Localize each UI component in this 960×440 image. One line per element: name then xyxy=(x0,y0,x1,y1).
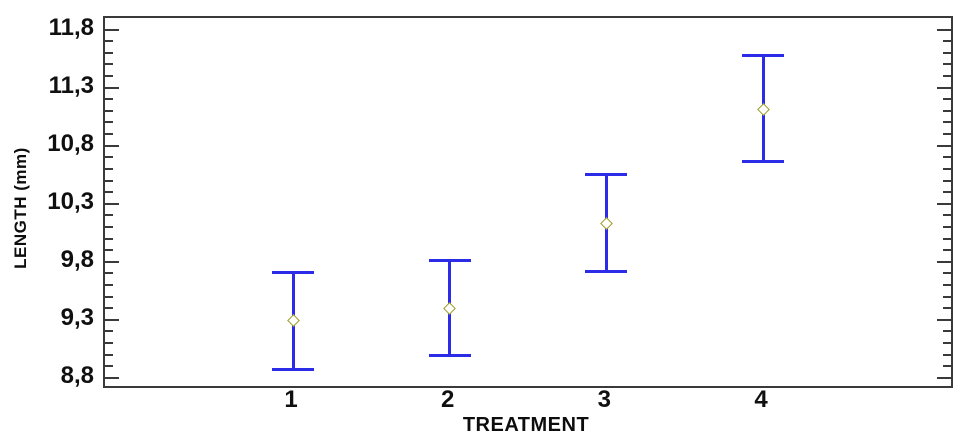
y-minor-tick-right xyxy=(943,191,951,194)
y-minor-tick-right xyxy=(943,179,951,182)
mean-marker-diamond xyxy=(286,314,300,328)
y-minor-tick-left xyxy=(105,40,113,43)
y-major-tick-right xyxy=(937,260,951,263)
y-tick-label: 9,8 xyxy=(60,245,94,273)
y-minor-tick-right xyxy=(943,284,951,286)
y-minor-tick-right xyxy=(943,225,951,228)
y-major-tick-left xyxy=(105,144,119,147)
y-minor-tick-left xyxy=(105,237,113,240)
y-major-tick-left xyxy=(105,202,119,205)
y-minor-tick-left xyxy=(105,156,113,159)
y-minor-tick-right xyxy=(943,330,951,333)
y-major-tick-right xyxy=(937,28,951,31)
y-minor-tick-right xyxy=(943,133,951,136)
y-minor-tick-right xyxy=(943,156,951,159)
y-minor-tick-right xyxy=(943,295,951,298)
y-minor-tick-left xyxy=(105,365,113,368)
y-minor-tick-right xyxy=(943,75,951,78)
y-minor-tick-left xyxy=(105,51,113,54)
y-minor-tick-left xyxy=(105,295,113,298)
y-minor-tick-left xyxy=(105,214,113,217)
y-minor-tick-right xyxy=(943,98,951,101)
y-tick-label: 11,3 xyxy=(48,71,94,99)
x-tick-label: 4 xyxy=(754,386,768,413)
y-minor-tick-left xyxy=(105,98,113,101)
y-minor-tick-left xyxy=(105,191,113,194)
error-bar-cap-top xyxy=(272,270,314,274)
y-minor-tick-left xyxy=(105,121,113,124)
y-major-tick-left xyxy=(105,260,119,263)
plot-area xyxy=(103,16,953,388)
x-tick-label: 1 xyxy=(284,386,298,413)
x-tick-label: 3 xyxy=(597,386,611,413)
y-minor-tick-right xyxy=(943,342,951,345)
x-axis-title: TREATMENT xyxy=(462,414,590,436)
y-tick-label: 11,8 xyxy=(48,13,94,41)
y-minor-tick-left xyxy=(105,307,113,310)
y-major-tick-left xyxy=(105,376,119,379)
mean-marker-diamond xyxy=(443,301,457,315)
y-minor-tick-left xyxy=(105,272,113,275)
y-minor-tick-left xyxy=(105,133,113,136)
mean-marker-diamond xyxy=(599,217,613,230)
y-minor-tick-right xyxy=(943,63,951,66)
y-minor-tick-right xyxy=(943,167,951,170)
y-minor-tick-left xyxy=(105,330,113,333)
y-minor-tick-left xyxy=(105,167,113,170)
error-bar-cap-top xyxy=(585,173,628,177)
y-minor-tick-left xyxy=(105,249,113,252)
y-tick-label: 9,3 xyxy=(60,303,94,331)
y-minor-tick-right xyxy=(943,51,951,54)
y-major-tick-left xyxy=(105,28,119,31)
error-bar-cap-bottom xyxy=(585,269,628,273)
y-major-tick-right xyxy=(937,318,951,321)
error-bar-cap-top xyxy=(428,259,471,263)
y-minor-tick-right xyxy=(943,272,951,275)
y-minor-tick-right xyxy=(943,237,951,240)
y-major-tick-right xyxy=(937,376,951,379)
mean-marker-diamond xyxy=(756,103,770,117)
y-minor-tick-left xyxy=(105,342,113,345)
y-minor-tick-left xyxy=(105,179,113,182)
y-minor-tick-right xyxy=(943,365,951,368)
y-minor-tick-right xyxy=(943,307,951,310)
y-major-tick-right xyxy=(937,202,951,205)
y-minor-tick-right xyxy=(943,249,951,252)
y-minor-tick-left xyxy=(105,109,113,112)
y-tick-label: 10,8 xyxy=(47,129,94,157)
y-major-tick-left xyxy=(105,318,119,321)
y-minor-tick-left xyxy=(105,63,113,66)
y-minor-tick-left xyxy=(105,225,113,228)
y-minor-tick-right xyxy=(943,109,951,112)
y-minor-tick-left xyxy=(105,353,113,356)
error-bar-cap-bottom xyxy=(428,354,471,358)
y-minor-tick-left xyxy=(105,75,113,78)
error-bar-cap-bottom xyxy=(272,368,314,372)
y-major-tick-left xyxy=(105,86,119,89)
y-tick-label: 8,8 xyxy=(60,361,94,389)
y-minor-tick-left xyxy=(105,284,113,286)
y-major-tick-right xyxy=(937,86,951,89)
y-minor-tick-right xyxy=(943,214,951,217)
x-tick-label: 2 xyxy=(440,386,455,413)
y-major-tick-right xyxy=(937,144,951,147)
y-minor-tick-right xyxy=(943,353,951,356)
y-minor-tick-right xyxy=(943,40,951,43)
error-bar-cap-top xyxy=(742,53,784,57)
error-bar-cap-bottom xyxy=(742,160,784,164)
y-tick-label: 10,3 xyxy=(47,187,94,215)
y-minor-tick-right xyxy=(943,121,951,124)
